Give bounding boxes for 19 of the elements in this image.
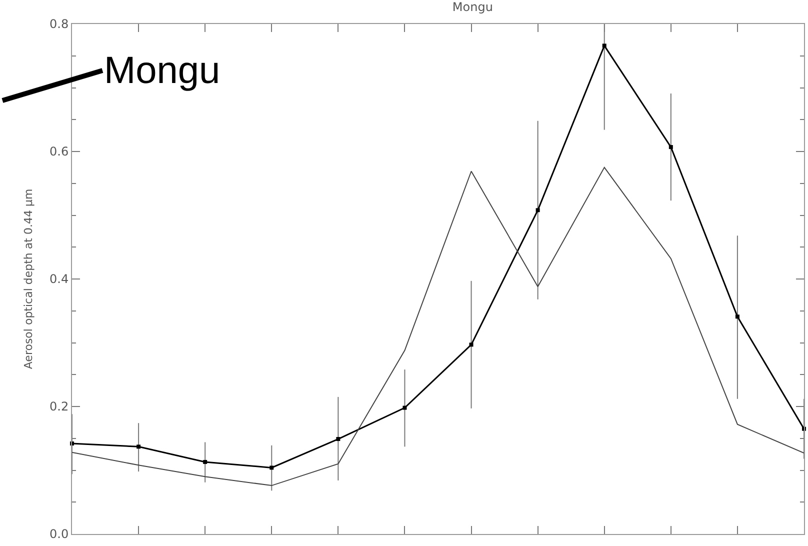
y-tick-label: 0.8 [50, 17, 69, 32]
point [136, 444, 141, 449]
y-tick-label: 0.2 [50, 400, 69, 414]
point [469, 342, 474, 347]
y-axis-title: Aerosol optical depth at 0.44 μm [22, 188, 36, 370]
y-tick-label: 0.0 [50, 527, 69, 542]
point [203, 460, 208, 464]
point [336, 437, 340, 442]
y-tick-label: 0.4 [50, 272, 69, 286]
point [270, 466, 274, 470]
point [668, 145, 673, 150]
point [536, 208, 540, 212]
annotation: Mongu [104, 50, 220, 92]
point [735, 314, 740, 319]
y-tick-label: 0.6 [50, 144, 69, 159]
line-series [72, 166, 804, 486]
point [602, 44, 606, 48]
point [402, 406, 407, 410]
chart-title: Mongu [452, 0, 493, 14]
